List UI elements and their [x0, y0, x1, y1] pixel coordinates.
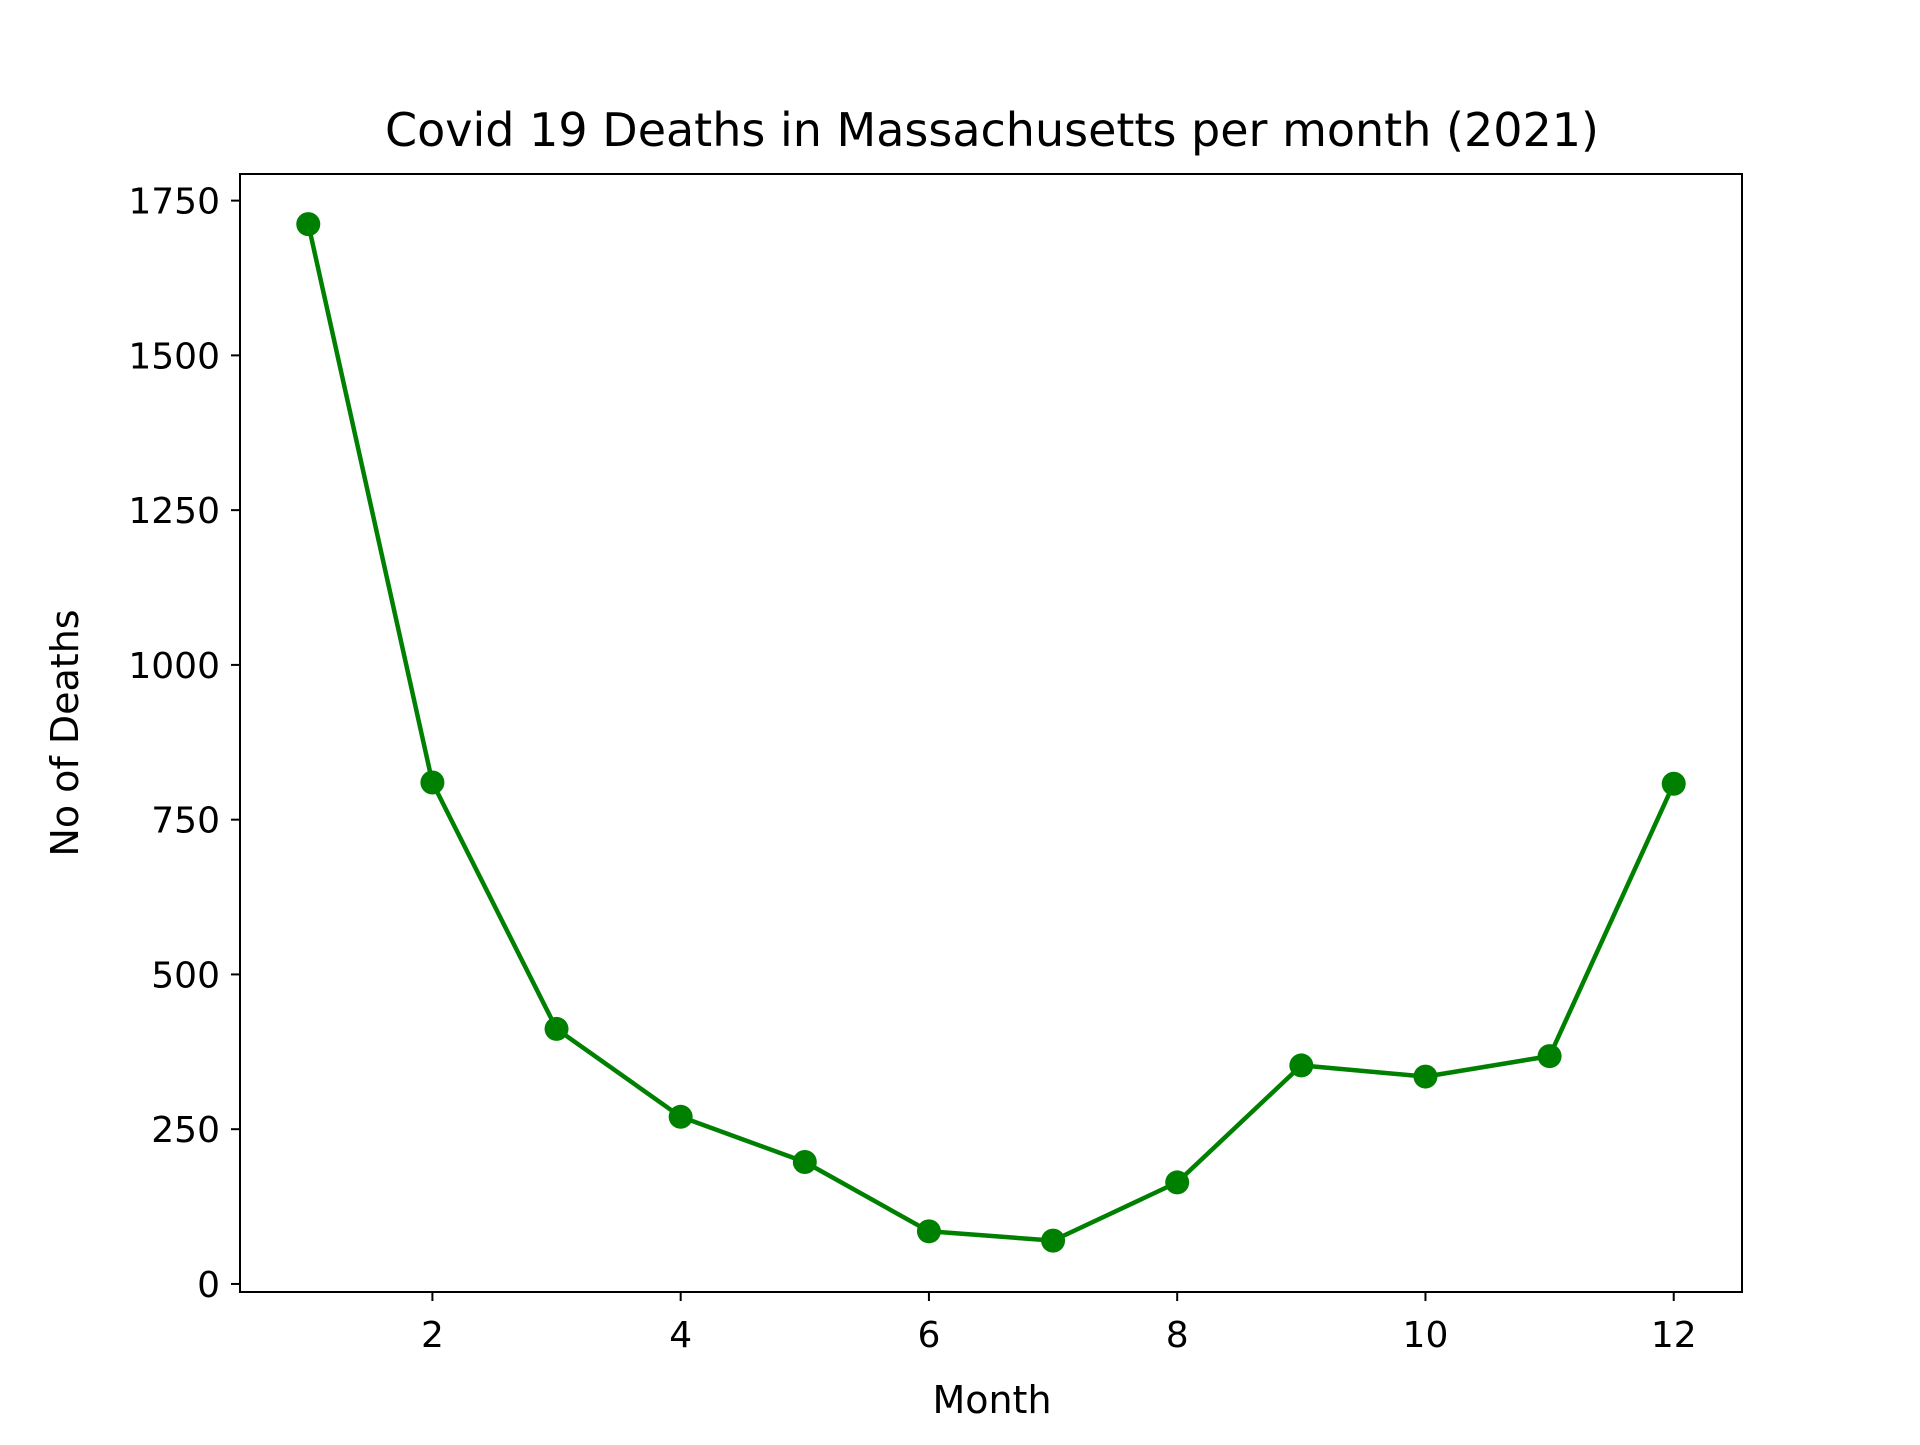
x-axis: 2 4 6 8 10 12 [421, 1292, 1697, 1356]
data-point [1041, 1228, 1066, 1253]
x-tick-label: 2 [421, 1315, 444, 1356]
chart-title: Covid 19 Deaths in Massachusetts per mon… [385, 103, 1599, 157]
data-point [1661, 771, 1686, 796]
y-tick-label: 250 [151, 1110, 220, 1151]
y-tick-label: 0 [197, 1265, 220, 1306]
data-point [668, 1104, 693, 1129]
y-axis: 0 250 500 750 1000 1250 1500 1750 [128, 182, 240, 1306]
y-tick-label: 1000 [128, 646, 220, 687]
plot-frame [239, 173, 1743, 1293]
data-point [296, 212, 321, 237]
x-tick-label: 8 [1166, 1315, 1189, 1356]
x-tick-label: 12 [1651, 1315, 1697, 1356]
data-point [1289, 1053, 1314, 1078]
data-point [1537, 1044, 1562, 1069]
data-point [1165, 1170, 1190, 1195]
data-point [1413, 1064, 1438, 1089]
x-tick-label: 4 [669, 1315, 692, 1356]
x-tick-label: 6 [917, 1315, 940, 1356]
data-point [420, 770, 445, 795]
data-point [544, 1016, 569, 1041]
y-tick-label: 1750 [128, 182, 220, 223]
y-axis-label: No of Deaths [43, 609, 87, 856]
plot-area [296, 212, 1686, 1253]
y-tick-label: 750 [151, 801, 220, 842]
x-tick-label: 10 [1403, 1315, 1449, 1356]
data-point [916, 1219, 941, 1244]
y-tick-label: 500 [151, 955, 220, 996]
x-axis-label: Month [932, 1378, 1051, 1422]
data-point [792, 1150, 817, 1174]
series-line [306, 223, 1676, 1243]
y-tick-label: 1250 [128, 491, 220, 532]
y-tick-label: 1500 [128, 336, 220, 377]
